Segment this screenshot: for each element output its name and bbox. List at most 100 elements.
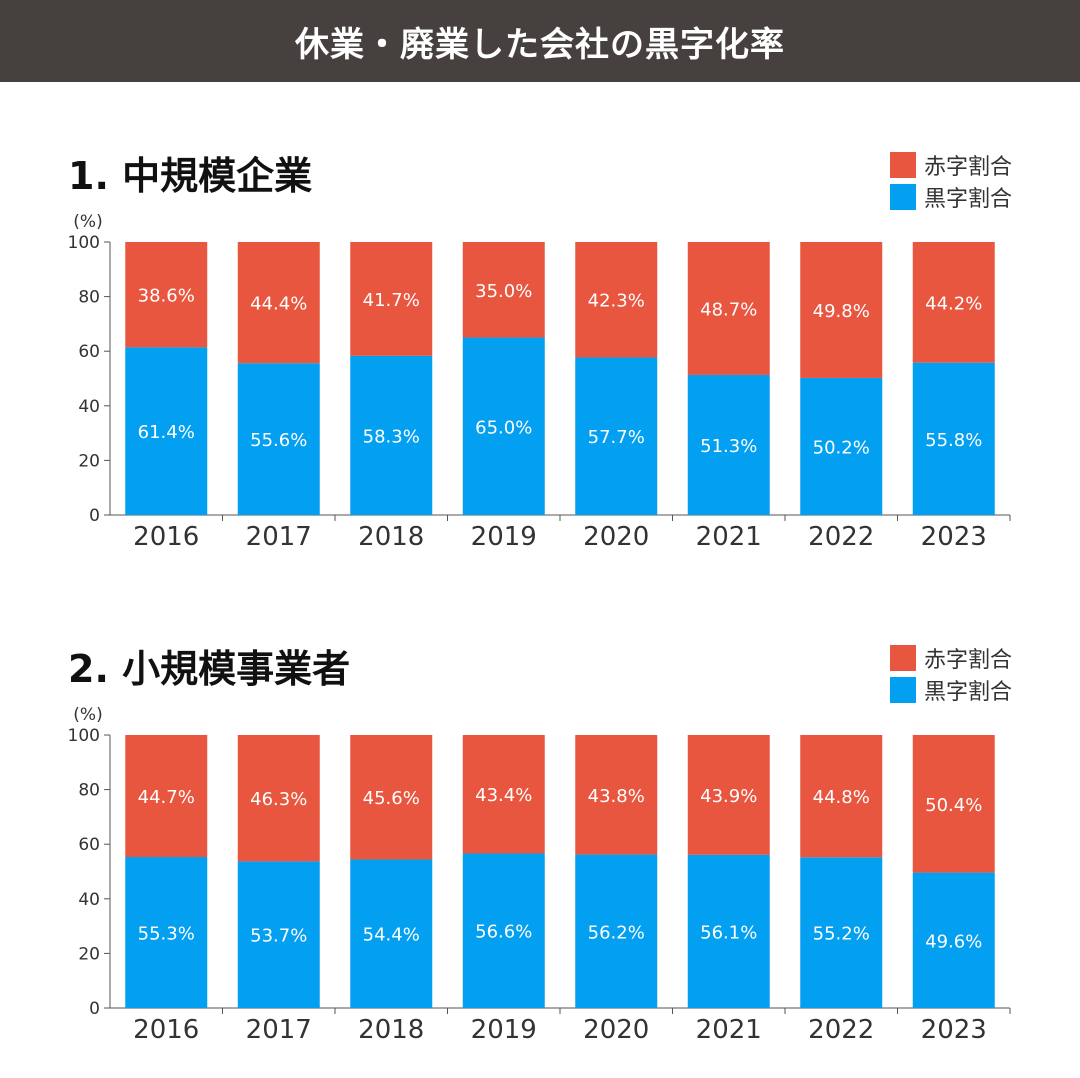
bar-red-ratio	[462, 735, 545, 854]
bar-red-ratio	[350, 242, 433, 356]
bar-data-label: 38.6%	[138, 286, 195, 307]
y-tick-label: 80	[78, 288, 100, 308]
x-tick-label: 2016	[133, 1015, 199, 1045]
legend: 赤字割合 黒字割合	[889, 642, 1012, 706]
legend: 赤字割合 黒字割合	[889, 149, 1012, 213]
chart-title: 1. 中規模企業	[68, 154, 313, 198]
bar-black-ratio	[575, 357, 658, 515]
legend-swatch-blue	[889, 184, 916, 210]
legend-label-blue: 黒字割合	[923, 187, 1012, 212]
bar-black-ratio	[237, 861, 320, 1008]
bar-black-ratio	[687, 374, 770, 515]
x-tick-label: 2018	[358, 522, 424, 552]
bar-data-label: 44.4%	[250, 294, 307, 315]
legend-label-red: 赤字割合	[923, 155, 1012, 180]
legend-swatch-blue	[889, 677, 916, 703]
bar-red-ratio	[125, 242, 208, 348]
page-header: 休業・廃業した会社の黒字化率	[0, 0, 1080, 82]
legend-item-red: 赤字割合	[889, 149, 1012, 181]
bar-black-ratio	[687, 854, 770, 1008]
bar-red-ratio	[912, 735, 995, 873]
legend-item-blue: 黒字割合	[889, 181, 1012, 213]
x-tick-label: 2017	[246, 522, 312, 552]
bar-data-label: 49.8%	[813, 301, 870, 322]
bar-data-label: 43.9%	[700, 786, 757, 807]
bar-data-label: 41.7%	[363, 290, 420, 311]
bar-red-ratio	[575, 735, 658, 855]
bar-data-label: 51.3%	[700, 436, 757, 457]
x-tick-label: 2022	[808, 522, 874, 552]
x-tick-label: 2023	[921, 522, 987, 552]
bar-red-ratio	[350, 735, 433, 860]
bar-black-ratio	[800, 857, 883, 1008]
y-tick-label: 80	[78, 781, 100, 801]
x-tick-label: 2016	[133, 522, 199, 552]
bar-red-ratio	[687, 242, 770, 375]
bar-red-ratio	[687, 735, 770, 855]
x-tick-label: 2019	[471, 522, 537, 552]
x-tick-label: 2021	[696, 1015, 762, 1045]
bar-data-label: 44.8%	[813, 787, 870, 808]
bar-black-ratio	[462, 337, 545, 515]
bar-red-ratio	[125, 735, 208, 858]
bar-data-label: 42.3%	[588, 291, 645, 312]
bar-data-label: 44.7%	[138, 787, 195, 808]
y-tick-label: 100	[68, 233, 100, 253]
bar-red-ratio	[800, 242, 883, 378]
x-tick-label: 2023	[921, 1015, 987, 1045]
bar-black-ratio	[800, 377, 883, 515]
bar-data-label: 46.3%	[250, 789, 307, 810]
y-axis-label: (%)	[73, 212, 102, 232]
x-tick-label: 2018	[358, 1015, 424, 1045]
bar-red-ratio	[912, 242, 995, 363]
bar-data-label: 54.4%	[363, 925, 420, 946]
y-tick-label: 0	[89, 506, 100, 526]
bar-data-label: 45.6%	[363, 788, 420, 809]
bar-data-label: 58.3%	[363, 426, 420, 447]
bar-data-label: 49.6%	[925, 931, 982, 952]
chart-plot: (%) 0 20 40 60 80 100 55.3% 44.7% 2016 53.7% 46.3% 2…	[68, 705, 1011, 1045]
bar-black-ratio	[575, 854, 658, 1008]
x-tick-label: 2021	[696, 522, 762, 552]
bar-red-ratio	[462, 242, 545, 338]
x-tick-label: 2017	[246, 1015, 312, 1045]
bar-data-label: 55.2%	[813, 924, 870, 945]
y-tick-label: 60	[78, 342, 100, 362]
chart-panel-medium: 1. 中規模企業 赤字割合 黒字割合 (%) 0 20 40 60 80 100 61.4% 3…	[0, 145, 1080, 585]
bar-data-label: 55.6%	[250, 430, 307, 451]
bar-data-label: 56.6%	[475, 922, 532, 943]
page-title: 休業・廃業した会社の黒字化率	[295, 24, 785, 65]
bar-data-label: 55.3%	[138, 924, 195, 945]
chart-plot: (%) 0 20 40 60 80 100 61.4% 38.6% 2016 55.6% 44.4% 2…	[68, 212, 1011, 552]
bar-data-label: 65.0%	[475, 417, 532, 438]
bar-data-label: 43.4%	[475, 785, 532, 806]
x-tick-label: 2022	[808, 1015, 874, 1045]
bar-data-label: 44.2%	[925, 293, 982, 314]
legend-label-blue: 黒字割合	[923, 680, 1012, 705]
y-tick-label: 100	[68, 726, 100, 746]
y-axis-label: (%)	[73, 705, 102, 725]
y-tick-label: 40	[78, 890, 100, 910]
y-tick-label: 20	[78, 944, 100, 964]
bar-black-ratio	[350, 859, 433, 1008]
bar-red-ratio	[575, 242, 658, 358]
bar-black-ratio	[912, 872, 995, 1008]
bar-red-ratio	[237, 735, 320, 862]
bar-black-ratio	[125, 857, 208, 1008]
bar-data-label: 35.0%	[475, 281, 532, 302]
bar-data-label: 50.2%	[813, 437, 870, 458]
y-tick-label: 20	[78, 451, 100, 471]
bar-data-label: 56.2%	[588, 922, 645, 943]
bar-data-label: 53.7%	[250, 926, 307, 947]
chart-panel-small: 2. 小規模事業者 赤字割合 黒字割合 (%) 0 20 40 60 80 100 55.3%…	[0, 638, 1080, 1078]
bar-data-label: 56.1%	[700, 922, 757, 943]
legend-item-blue: 黒字割合	[889, 674, 1012, 706]
bar-data-label: 57.7%	[588, 427, 645, 448]
legend-label-red: 赤字割合	[923, 648, 1012, 673]
x-tick-label: 2019	[471, 1015, 537, 1045]
x-tick-label: 2020	[583, 1015, 649, 1045]
y-tick-label: 0	[89, 999, 100, 1019]
bar-red-ratio	[800, 735, 883, 858]
bar-black-ratio	[237, 363, 320, 515]
y-tick-label: 40	[78, 397, 100, 417]
